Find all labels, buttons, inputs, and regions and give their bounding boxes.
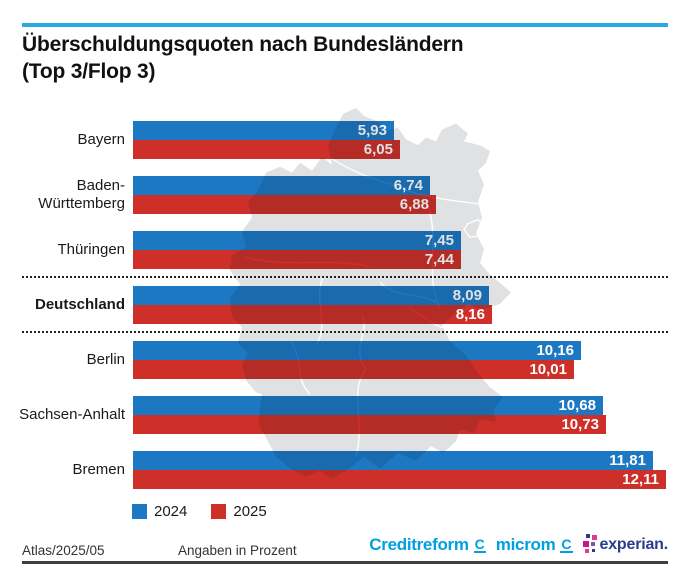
bar-2025: 6,05 — [133, 140, 400, 159]
accent-top-line — [22, 23, 668, 27]
legend-label-2025: 2025 — [233, 503, 267, 520]
bar-group: Bayern 5,93 6,05 — [0, 121, 690, 159]
category-label: Bremen — [72, 461, 125, 478]
bar-2024: 6,74 — [133, 176, 430, 195]
legend-item-2025: 2025 — [211, 503, 267, 520]
value-label-2025: 8,16 — [455, 306, 485, 323]
microm-c-icon: C — [560, 535, 573, 553]
value-label-2024: 7,45 — [424, 232, 454, 249]
page-title: Überschuldungsquoten nach Bundesländern … — [22, 31, 464, 85]
bar-group: Berlin 10,16 10,01 — [0, 341, 690, 379]
footer-divider — [22, 561, 668, 564]
value-label-2024: 10,16 — [536, 342, 574, 359]
legend-item-2024: 2024 — [132, 503, 187, 520]
creditreform-c-icon: C — [473, 535, 486, 553]
experian-wordmark: experian. — [599, 535, 669, 553]
value-label-2025: 7,44 — [424, 251, 454, 268]
bar-2025: 8,16 — [133, 305, 492, 324]
bar-2024: 5,93 — [133, 121, 394, 140]
bar-2025: 10,73 — [133, 415, 606, 434]
dotted-separator-bottom — [22, 331, 668, 333]
value-label-2024: 5,93 — [357, 122, 387, 139]
bar-group: Deutschland 8,09 8,16 — [0, 286, 690, 324]
category-label: Deutschland — [34, 296, 125, 313]
creditreform-logo: Creditreform — [369, 534, 469, 554]
value-label-2024: 6,74 — [393, 177, 423, 194]
legend-label-2024: 2024 — [154, 503, 188, 520]
legend: 2024 2025 — [132, 503, 291, 520]
bar-group: Bremen 11,81 12,11 — [0, 451, 690, 489]
legend-swatch-2024 — [132, 504, 147, 519]
bar-2024: 8,09 — [133, 286, 489, 305]
bar-2025: 6,88 — [133, 195, 436, 214]
experian-logo: experian. — [582, 534, 669, 555]
dotted-separator-top — [22, 276, 668, 278]
category-label: Sachsen-Anhalt — [19, 406, 125, 423]
bar-2024: 11,81 — [133, 451, 653, 470]
bar-2024: 7,45 — [133, 231, 461, 250]
value-label-2025: 6,05 — [363, 141, 393, 158]
category-label: Bayern — [77, 131, 125, 148]
bar-2024: 10,68 — [133, 396, 603, 415]
bar-2025: 12,11 — [133, 470, 666, 489]
value-label-2024: 11,81 — [609, 452, 646, 469]
category-label: Baden-Württemberg — [38, 177, 125, 212]
value-label-2024: 8,09 — [452, 287, 482, 304]
legend-swatch-2025 — [211, 504, 227, 519]
bar-group: Baden-Württemberg 6,74 6,88 — [0, 176, 690, 214]
value-label-2025: 12,11 — [622, 471, 659, 488]
experian-dots-icon — [582, 534, 599, 555]
value-label-2025: 6,88 — [399, 196, 429, 213]
title-line-2: (Top 3/Flop 3) — [22, 60, 156, 83]
category-label: Thüringen — [57, 241, 125, 258]
brand-logos: Creditreform C microm C experian. — [369, 534, 668, 555]
bar-2025: 7,44 — [133, 250, 461, 269]
bar-group: Thüringen 7,45 7,44 — [0, 231, 690, 269]
category-label: Berlin — [86, 351, 125, 368]
value-label-2025: 10,73 — [561, 416, 599, 433]
unit-note: Angaben in Prozent — [178, 543, 297, 558]
bar-2025: 10,01 — [133, 360, 574, 379]
bar-2024: 10,16 — [133, 341, 581, 360]
value-label-2025: 10,01 — [529, 361, 567, 378]
source-label: Atlas/2025/05 — [22, 543, 105, 558]
bar-group: Sachsen-Anhalt 10,68 10,73 — [0, 396, 690, 434]
value-label-2024: 10,68 — [558, 397, 596, 414]
microm-logo: microm — [495, 534, 556, 554]
title-line-1: Überschuldungsquoten nach Bundesländern — [22, 33, 464, 56]
